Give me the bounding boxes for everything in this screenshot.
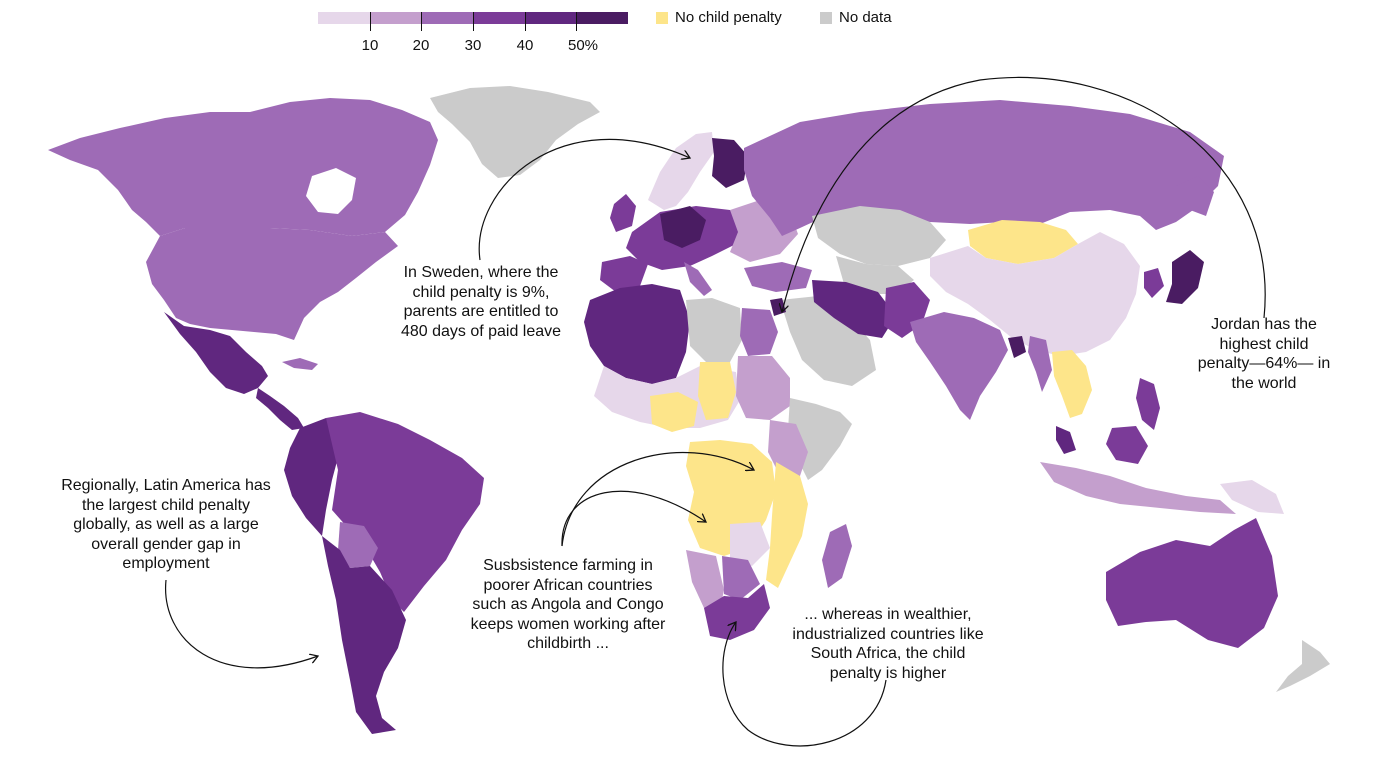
- arrow-jordan: [782, 76, 1266, 319]
- region-east-africa-south: [766, 462, 808, 588]
- region-indonesia: [1040, 462, 1236, 514]
- region-east-africa: [768, 420, 808, 476]
- region-malaysia: [1056, 426, 1076, 454]
- region-zambia-area: [730, 522, 770, 566]
- arrow-south-africa: [722, 622, 887, 747]
- region-new-zealand: [1276, 640, 1330, 692]
- legend-tick-label: 10: [361, 37, 379, 54]
- region-alaska-canada: [48, 98, 438, 236]
- region-central-asia-south: [836, 256, 914, 294]
- region-caribbean: [282, 358, 318, 370]
- legend-scale-bin-4: [473, 12, 525, 24]
- region-bolivia: [338, 522, 378, 568]
- region-borneo: [1106, 426, 1148, 464]
- legend-no-penalty-swatch: [656, 12, 668, 24]
- region-philippines: [1136, 378, 1160, 430]
- legend: 10 20 30 40 50% No child penalty No data: [318, 10, 938, 58]
- annotation-jordan: Jordan has the highest child penalty—64%…: [1197, 316, 1331, 392]
- region-china: [930, 232, 1140, 356]
- arrow-sweden: [478, 138, 690, 261]
- region-central-europe: [660, 206, 706, 248]
- region-botswana: [722, 556, 760, 600]
- region-italy: [684, 262, 712, 296]
- arrow-latin-america: [165, 579, 318, 669]
- region-turkey: [744, 262, 812, 292]
- region-argentina-chile: [322, 536, 406, 734]
- region-iberia: [600, 256, 648, 292]
- region-finland: [712, 138, 748, 188]
- region-japan: [1166, 250, 1204, 304]
- region-hudson-bay: [306, 168, 356, 214]
- region-mongolia: [968, 220, 1078, 264]
- annotation-south-africa: ... whereas in wealthier, industrialized…: [792, 606, 984, 682]
- legend-tick-label: 20: [412, 37, 430, 54]
- region-sudan: [736, 356, 790, 420]
- region-usa: [146, 228, 398, 340]
- legend-no-data-swatch: [820, 12, 832, 24]
- region-iran: [812, 280, 896, 338]
- region-central-america: [256, 388, 304, 430]
- legend-tick: [370, 12, 371, 31]
- legend-tick: [525, 12, 526, 31]
- legend-no-data-label: No data: [839, 9, 892, 26]
- region-brazil: [326, 412, 484, 612]
- legend-scale-bin-3: [421, 12, 473, 24]
- legend-tick: [421, 12, 422, 31]
- region-myanmar: [1028, 336, 1052, 392]
- region-scandinavia: [648, 132, 714, 210]
- region-colombia-peru: [284, 418, 342, 536]
- legend-tick-label: 40: [516, 37, 534, 54]
- legend-scale-bin-1: [318, 12, 370, 24]
- region-uk: [610, 194, 636, 232]
- arrow-africa-angola: [561, 490, 706, 547]
- legend-tick: [473, 12, 474, 31]
- region-arabia: [780, 296, 876, 386]
- legend-tick: [576, 12, 577, 31]
- region-madagascar: [822, 524, 852, 588]
- region-russia: [744, 100, 1224, 236]
- legend-scale-bin-6: [576, 12, 628, 24]
- annotation-latin-america: Regionally, Latin America has the larges…: [61, 477, 271, 572]
- region-indochina: [1052, 350, 1092, 418]
- legend-scale-bin-5: [525, 12, 576, 24]
- annotation-africa-poor: Susbsistence farming in poorer African c…: [470, 557, 666, 652]
- region-new-guinea: [1220, 480, 1284, 514]
- legend-scale-bin-2: [370, 12, 421, 24]
- region-south-africa: [704, 584, 770, 640]
- region-kamchatka: [1176, 176, 1214, 216]
- region-nigeria: [650, 392, 698, 432]
- legend-tick-label: 30: [464, 37, 482, 54]
- region-libya: [686, 298, 742, 362]
- region-egypt: [740, 308, 778, 356]
- region-namibia: [686, 550, 724, 618]
- region-australia: [1106, 518, 1278, 648]
- region-india: [910, 312, 1008, 420]
- region-north-africa-west: [584, 284, 690, 384]
- legend-tick-label: 50%: [567, 37, 599, 54]
- legend-no-penalty-label: No child penalty: [675, 9, 782, 26]
- region-greenland: [430, 86, 600, 178]
- arrow-africa-congo: [561, 451, 754, 547]
- region-kazakhstan: [812, 206, 946, 266]
- region-mexico: [164, 312, 268, 394]
- annotation-sweden: In Sweden, where the child penalty is 9%…: [400, 264, 562, 340]
- region-korea: [1144, 268, 1164, 298]
- region-chad: [698, 362, 736, 420]
- region-bangladesh: [1008, 336, 1026, 358]
